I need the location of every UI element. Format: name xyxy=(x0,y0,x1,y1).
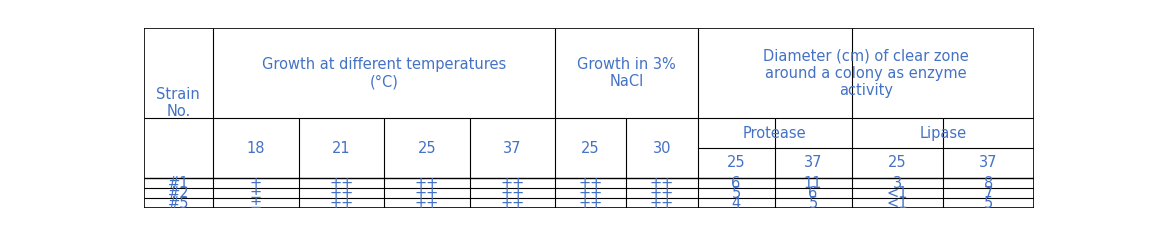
Text: ++: ++ xyxy=(649,176,674,190)
Text: ±: ± xyxy=(249,186,262,201)
Text: ++: ++ xyxy=(649,186,674,201)
Text: ++: ++ xyxy=(578,186,603,201)
Text: 7: 7 xyxy=(984,186,993,201)
Text: Strain
No.: Strain No. xyxy=(156,87,200,119)
Text: ++: ++ xyxy=(500,186,524,201)
Text: 5: 5 xyxy=(984,196,993,211)
Text: ++: ++ xyxy=(649,196,674,211)
Text: 25: 25 xyxy=(581,141,600,156)
Text: 37: 37 xyxy=(804,155,823,170)
Text: #2: #2 xyxy=(168,186,190,201)
Text: 21: 21 xyxy=(332,141,350,156)
Text: 3: 3 xyxy=(893,176,902,190)
Text: <1: <1 xyxy=(886,186,908,201)
Text: 6: 6 xyxy=(809,186,818,201)
Text: ++: ++ xyxy=(329,196,354,211)
Text: 4: 4 xyxy=(732,196,741,211)
Text: #1: #1 xyxy=(168,176,190,190)
Text: +: + xyxy=(249,176,262,190)
Text: 30: 30 xyxy=(653,141,671,156)
Text: 5: 5 xyxy=(732,186,741,201)
Text: 18: 18 xyxy=(247,141,265,156)
Text: 5: 5 xyxy=(809,196,818,211)
Text: 37: 37 xyxy=(503,141,522,156)
Text: Lipase: Lipase xyxy=(919,125,966,141)
Text: 25: 25 xyxy=(888,155,907,170)
Text: ++: ++ xyxy=(415,186,439,201)
Text: ++: ++ xyxy=(578,176,603,190)
Text: #5: #5 xyxy=(168,196,190,211)
Text: ++: ++ xyxy=(415,176,439,190)
Text: <1: <1 xyxy=(886,196,908,211)
Text: 25: 25 xyxy=(417,141,437,156)
Text: ±: ± xyxy=(249,196,262,211)
Text: ++: ++ xyxy=(329,186,354,201)
Text: 8: 8 xyxy=(984,176,993,190)
Text: ++: ++ xyxy=(500,196,524,211)
Text: 11: 11 xyxy=(804,176,823,190)
Text: 6: 6 xyxy=(732,176,741,190)
Text: Diameter (cm) of clear zone
around a colony as enzyme
activity: Diameter (cm) of clear zone around a col… xyxy=(763,48,969,98)
Text: ++: ++ xyxy=(500,176,524,190)
Text: Protease: Protease xyxy=(742,125,807,141)
Text: ++: ++ xyxy=(329,176,354,190)
Text: Growth in 3%
NaCl: Growth in 3% NaCl xyxy=(577,57,676,89)
Text: ++: ++ xyxy=(415,196,439,211)
Text: 37: 37 xyxy=(979,155,997,170)
Text: 25: 25 xyxy=(726,155,746,170)
Text: ++: ++ xyxy=(578,196,603,211)
Text: Growth at different temperatures
(°C): Growth at different temperatures (°C) xyxy=(262,57,507,89)
